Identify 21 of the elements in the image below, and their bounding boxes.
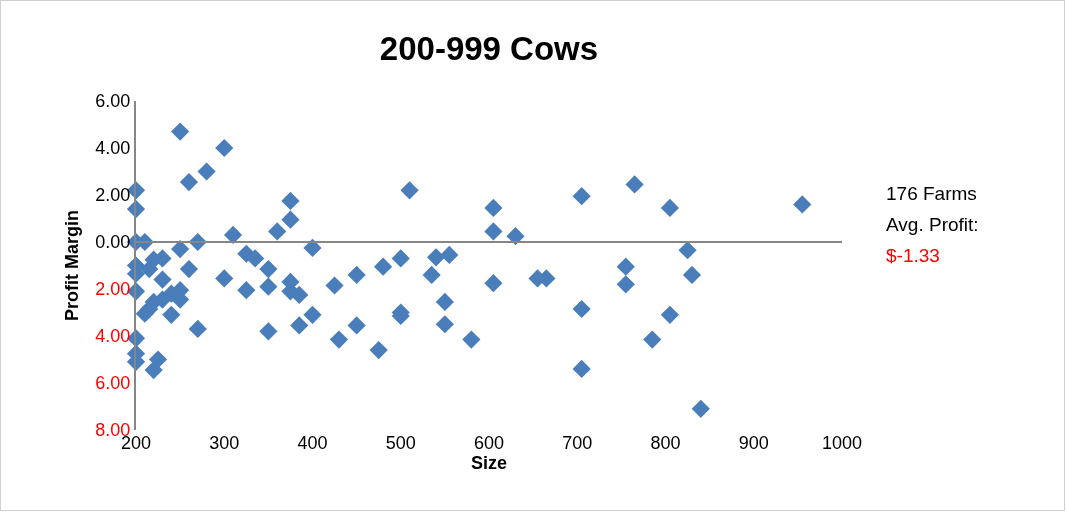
x-tick-label: 500 bbox=[385, 433, 416, 453]
x-tick-label: 1000 bbox=[821, 433, 863, 453]
y-tick-label: 4.00 bbox=[95, 138, 131, 159]
y-tick-label: 4.00 bbox=[95, 326, 131, 347]
x-tick-label: 400 bbox=[297, 433, 328, 453]
text: $-1.33 bbox=[886, 245, 940, 266]
y-tick-label: 6.00 bbox=[95, 373, 131, 394]
y-tick-label: 0.00 bbox=[95, 232, 131, 253]
text: 176 Farms bbox=[886, 183, 977, 204]
x-tick-label: 300 bbox=[209, 433, 240, 453]
x-axis-title: Size bbox=[470, 453, 508, 474]
x-tick-label: 700 bbox=[562, 433, 593, 453]
x-tick-label: 600 bbox=[473, 433, 505, 453]
chart-title: 200-999 Cows bbox=[379, 29, 599, 67]
x-tick-label: 900 bbox=[738, 433, 769, 453]
y-tick-label: 6.00 bbox=[95, 91, 131, 112]
y-tick-label: 2.00 bbox=[95, 185, 131, 206]
x-tick-label: 800 bbox=[650, 433, 681, 453]
y-axis-title: Profit Margin bbox=[62, 210, 83, 321]
y-tick-label: 2.00 bbox=[95, 279, 131, 300]
text: Avg. Profit: bbox=[886, 214, 979, 235]
